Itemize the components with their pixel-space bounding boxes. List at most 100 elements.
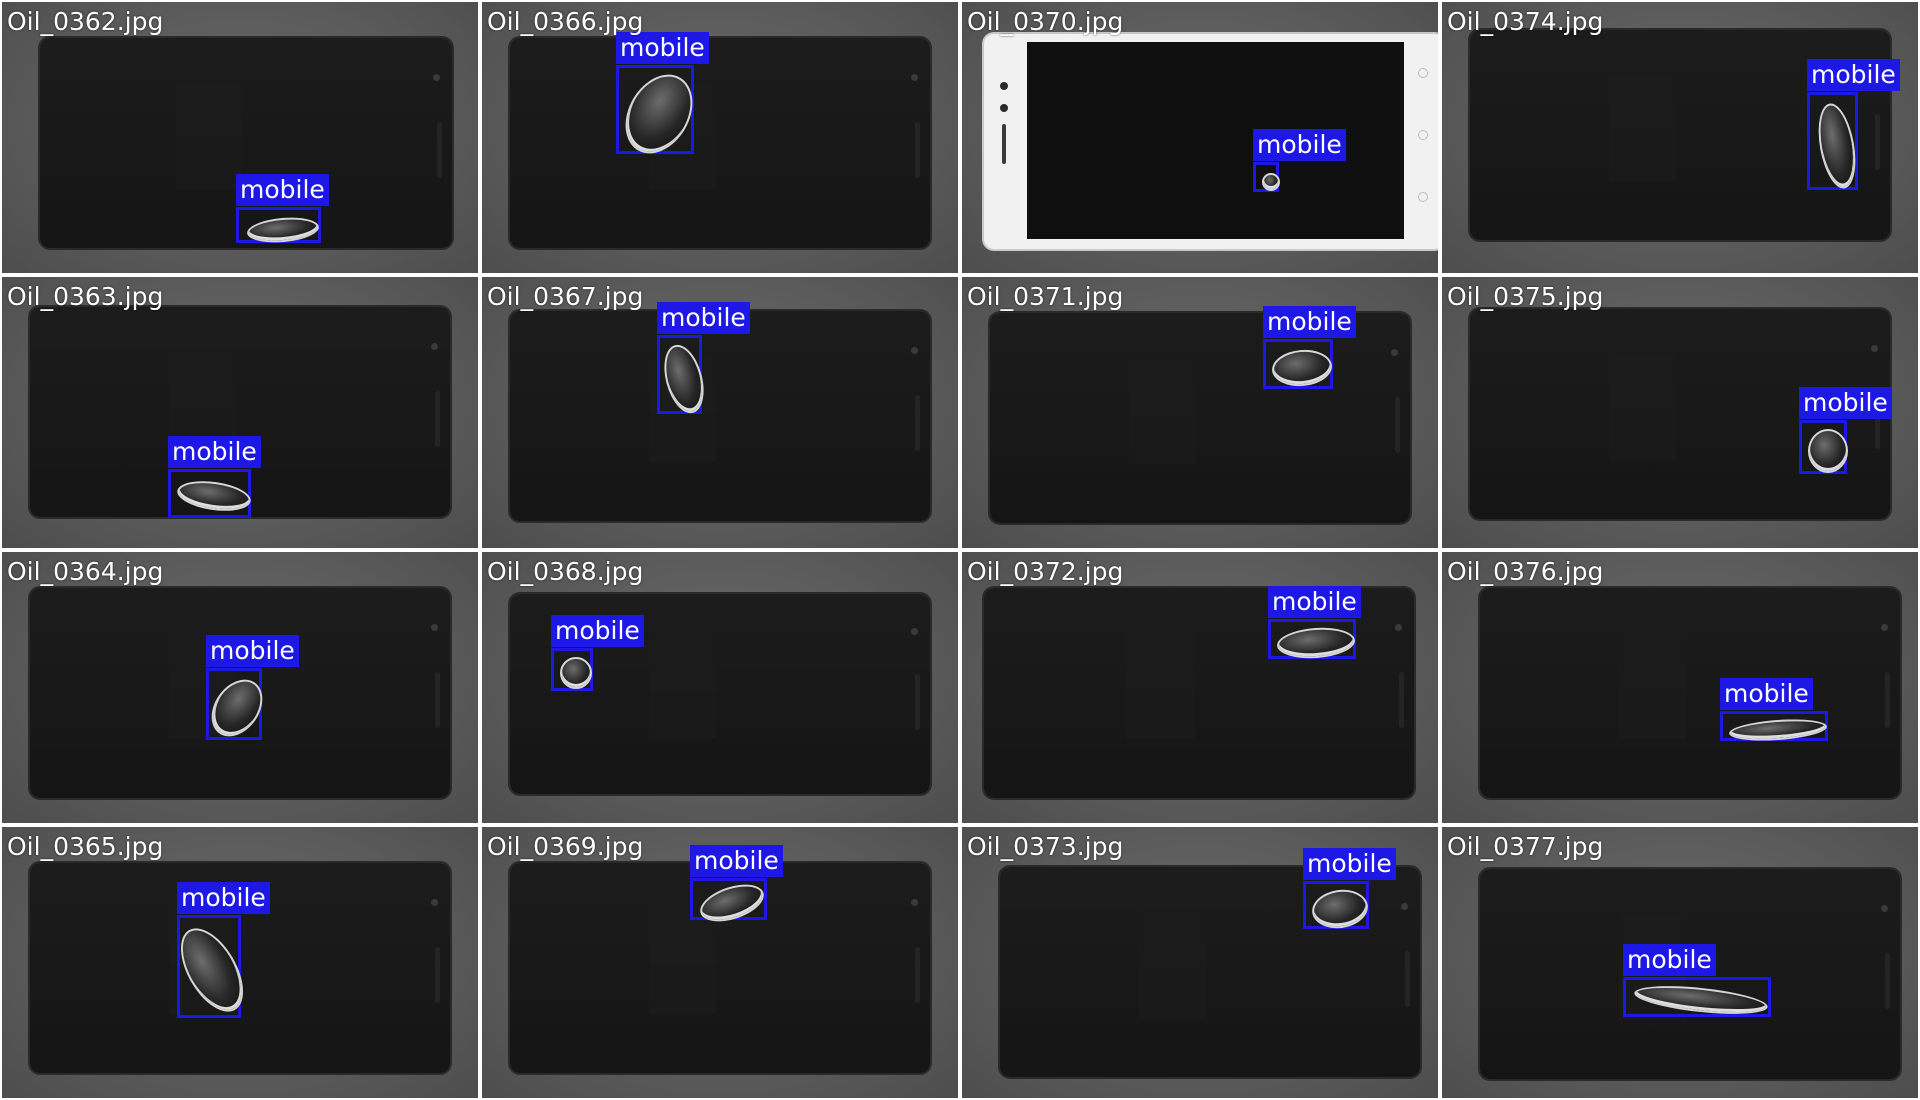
camera-dot [431,898,438,906]
detection-label: mobile [1263,306,1356,338]
image-tile: mobile Oil_0377.jpg [1440,825,1920,1100]
speaker-slot [915,674,920,730]
filename-label: Oil_0366.jpg [487,7,644,36]
oil-droplet [175,476,253,516]
oil-droplet [1633,981,1769,1019]
image-tile: mobile Oil_0375.jpg [1440,275,1920,550]
speaker-slot [915,122,920,178]
oil-droplet [560,657,592,689]
detection-box [1253,162,1280,192]
detection-label: mobile [168,436,261,468]
home-key [1418,68,1428,78]
detection-box [168,469,253,518]
oil-droplet [1276,625,1356,661]
speaker-slot [435,672,440,728]
screen-reflection [648,638,716,738]
camera-dot [431,623,438,631]
camera-dot [911,628,918,635]
filename-label: Oil_0362.jpg [7,7,164,36]
screen-reflection [1608,76,1676,182]
speaker-slot [1399,672,1404,728]
phone-photo [984,588,1414,798]
detection-box [1268,619,1356,661]
detection-box [236,207,321,246]
detection-label: mobile [1268,586,1361,618]
speaker-slot [915,947,920,1003]
filename-label: Oil_0374.jpg [1447,7,1604,36]
filename-label: Oil_0368.jpg [487,557,644,586]
camera-dot [431,342,438,350]
speaker-slot [1875,393,1880,449]
oil-droplet [246,214,320,246]
image-tile: mobile Oil_0366.jpg [480,0,960,275]
filename-label: Oil_0367.jpg [487,282,644,311]
oil-droplet [1808,429,1848,473]
detection-box [1263,339,1334,389]
camera-dot [1000,82,1008,90]
filename-label: Oil_0375.jpg [1447,282,1604,311]
speaker-slot [437,122,442,178]
detection-box [1799,420,1848,474]
detection-label: mobile [657,302,750,334]
detection-box [690,877,769,929]
filename-label: Oil_0377.jpg [1447,832,1604,861]
speaker-slot [1885,953,1890,1009]
phone-photo [990,313,1410,523]
oil-droplet [1728,716,1828,744]
speaker-slot [915,395,920,451]
image-tile: mobile Oil_0368.jpg [480,550,960,825]
speaker-slot [1395,397,1400,453]
phone-photo [1000,867,1420,1077]
camera-dot [911,346,918,354]
image-tile: mobile Oil_0371.jpg [960,275,1440,550]
camera-dot [1395,623,1402,631]
image-tile: mobile Oil_0364.jpg [0,550,480,825]
camera-dot [911,898,918,906]
oil-droplet [1812,100,1862,192]
detection-label: mobile [1799,387,1892,419]
camera-dot [433,73,440,81]
screen-reflection [648,909,716,1015]
oil-droplet [1262,173,1280,191]
detection-label: mobile [616,32,709,64]
speaker-slot [1405,951,1410,1007]
phone-photo [510,311,930,521]
phone-photo [510,38,930,248]
image-tile: mobile Oil_0373.jpg [960,825,1440,1100]
detection-label: mobile [690,845,783,877]
detection-label: mobile [1253,129,1346,161]
home-key [1418,130,1428,140]
filename-label: Oil_0371.jpg [967,282,1124,311]
filename-label: Oil_0364.jpg [7,557,164,586]
screen-reflection [1128,359,1196,465]
detection-label: mobile [177,882,270,914]
image-tile: mobile Oil_0363.jpg [0,275,480,550]
image-tile: mobile Oil_0376.jpg [1440,550,1920,825]
speaker-slot [1002,124,1006,164]
detection-label: mobile [551,615,644,647]
image-tile: mobile Oil_0372.jpg [960,550,1440,825]
filename-label: Oil_0373.jpg [967,832,1124,861]
camera-dot [1881,904,1888,912]
speaker-slot [1875,114,1880,170]
speaker-slot [435,947,440,1003]
detection-box [1807,92,1862,192]
detection-box [612,62,706,166]
image-tile: mobile Oil_0362.jpg [0,0,480,275]
camera-dot [1881,623,1888,631]
image-tile: mobile Oil_0369.jpg [480,825,960,1100]
camera-dot [1401,902,1408,910]
screen-reflection [1125,634,1195,740]
screen-reflection [1138,913,1206,1019]
detection-box [201,668,273,747]
oil-droplet [612,62,706,166]
detection-label: mobile [1807,59,1900,91]
detection-box [1623,977,1771,1019]
screen-reflection [1608,355,1676,461]
sensor-dot [1000,104,1008,112]
image-tile: mobile Oil_0367.jpg [480,275,960,550]
image-tile: mobile Oil_0365.jpg [0,825,480,1100]
detection-box [551,648,593,691]
oil-droplet [1309,886,1371,932]
camera-dot [1871,344,1878,352]
